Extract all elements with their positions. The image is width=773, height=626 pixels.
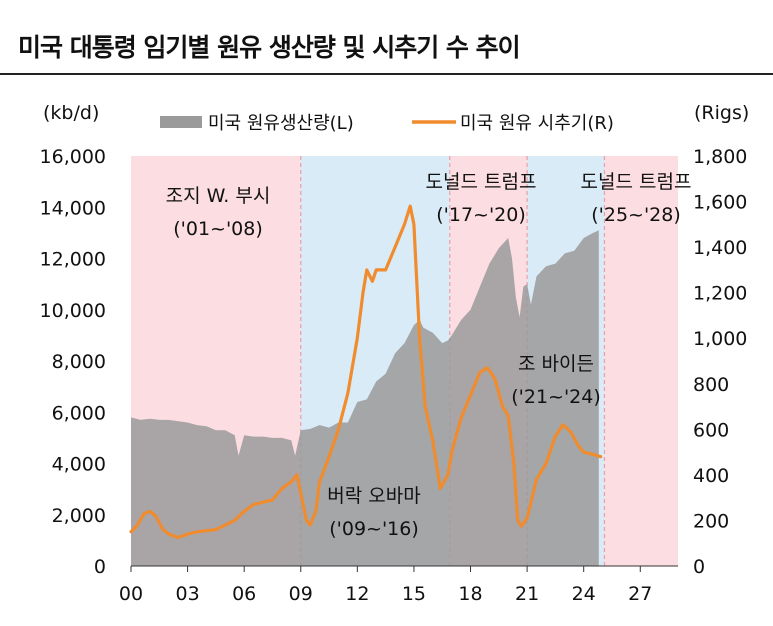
left-tick-label: 16,000 xyxy=(40,146,106,168)
right-tick-label: 400 xyxy=(693,465,729,487)
x-tick-label: 21 xyxy=(515,583,539,605)
x-tick-label: 03 xyxy=(175,583,199,605)
left-tick-label: 10,000 xyxy=(40,300,106,322)
right-tick-label: 1,800 xyxy=(693,146,747,168)
era-name-label: 조지 W. 부시 xyxy=(166,185,271,207)
production-area xyxy=(131,230,599,567)
x-tick-label: 12 xyxy=(345,583,369,605)
right-tick-label: 200 xyxy=(693,510,729,532)
axes: 0 2,000 4,000 6,000 8,000 10,000 12,000 14,000 1… xyxy=(40,102,750,605)
left-tick-label: 4,000 xyxy=(52,454,106,476)
era-term-label: ('25~'28) xyxy=(591,204,681,226)
x-tick-label: 00 xyxy=(119,583,143,605)
right-tick-label: 1,200 xyxy=(693,283,747,305)
production-area-layer xyxy=(131,230,599,567)
era-name-label: 버락 오바마 xyxy=(327,485,420,507)
left-axis-unit: (kb/d) xyxy=(43,102,99,124)
legend-production-label: 미국 원유생산량(L) xyxy=(208,113,354,134)
era-term-label: ('21~'24) xyxy=(511,386,601,408)
x-tick-label: 27 xyxy=(628,583,652,605)
right-tick-label: 1,000 xyxy=(693,328,747,350)
x-tick-label: 06 xyxy=(232,583,256,605)
right-tick-label: 600 xyxy=(693,419,729,441)
x-tick-label: 09 xyxy=(289,583,313,605)
right-tick-label: 0 xyxy=(693,556,705,578)
right-tick-label: 800 xyxy=(693,374,729,396)
era-term-label: ('17~'20) xyxy=(436,204,526,226)
era-name-label: 도널드 트럼프 xyxy=(426,171,537,193)
right-tick-label: 1,600 xyxy=(693,192,747,214)
left-tick-label: 6,000 xyxy=(52,402,106,424)
era-band-4 xyxy=(604,156,678,566)
title-bar: 미국 대통령 임기별 원유 생산량 및 시추기 수 추이 xyxy=(0,0,773,75)
left-tick-label: 12,000 xyxy=(40,249,106,271)
left-tick-label: 8,000 xyxy=(52,351,106,373)
era-term-label: ('01~'08) xyxy=(173,218,263,240)
x-tick-label: 24 xyxy=(572,583,596,605)
era-term-label: ('09~'16) xyxy=(329,518,419,540)
rigs-line-layer xyxy=(129,204,603,540)
era-name-label: 도널드 트럼프 xyxy=(581,171,692,193)
era-name-label: 조 바이든 xyxy=(518,353,594,375)
legend: 미국 원유생산량(L) 미국 원유 시추기(R) xyxy=(160,113,614,134)
era-labels: 조지 W. 부시 ('01~'08) 버락 오바마 ('09~'16) 도널드 트럼프 (… xyxy=(166,171,692,540)
left-tick-label: 0 xyxy=(94,556,106,578)
right-axis-unit: (Rigs) xyxy=(694,102,749,124)
left-tick-label: 2,000 xyxy=(52,505,106,527)
chart-title: 미국 대통령 임기별 원유 생산량 및 시추기 수 추이 xyxy=(18,33,521,62)
legend-rigs-label: 미국 원유 시추기(R) xyxy=(460,113,614,134)
legend-production-swatch xyxy=(160,116,202,128)
left-tick-label: 14,000 xyxy=(40,197,106,219)
right-tick-label: 1,400 xyxy=(693,237,747,259)
x-tick-label: 18 xyxy=(458,583,482,605)
rigs-line xyxy=(129,204,603,540)
x-tick-label: 15 xyxy=(402,583,426,605)
